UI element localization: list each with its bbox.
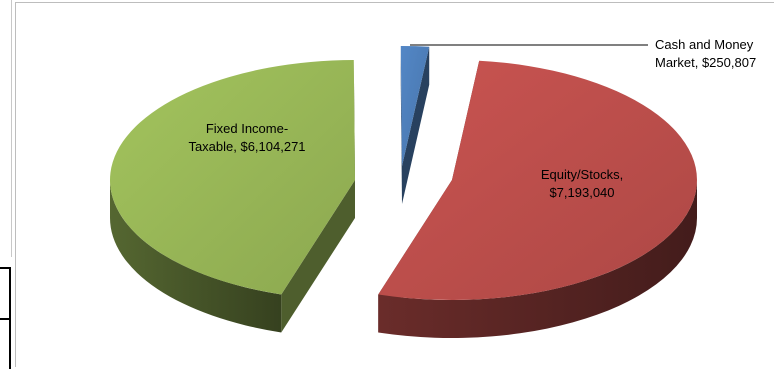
slice-label-line2: Market, $250,807 (655, 55, 756, 70)
pie-slice-cut-face (402, 46, 430, 205)
adjacent-table-divider (0, 318, 11, 320)
pie-slice-fixed-income-taxable (109, 60, 355, 295)
slice-label-line2: $7,193,040 (549, 185, 614, 200)
pie-slice-rim (378, 180, 697, 339)
pie-slice-cash-and-money-market (400, 46, 430, 166)
slice-label-line1: Equity/Stocks, (541, 167, 623, 182)
pie-slice-equity-stocks (378, 60, 697, 301)
slice-label-line1: Fixed Income- (206, 121, 288, 136)
pie-slice-rim (110, 180, 282, 333)
slice-label-line1: Cash and Money (655, 37, 754, 52)
slice-label-line2: Taxable, $6,104,271 (188, 139, 305, 154)
pie-chart-area (15, 2, 774, 367)
pie-slice-side (400, 46, 430, 205)
adjacent-panel-edge (0, 0, 12, 257)
pie-slice-cut-face (281, 180, 355, 333)
pie-slice-cut-face (400, 46, 402, 205)
